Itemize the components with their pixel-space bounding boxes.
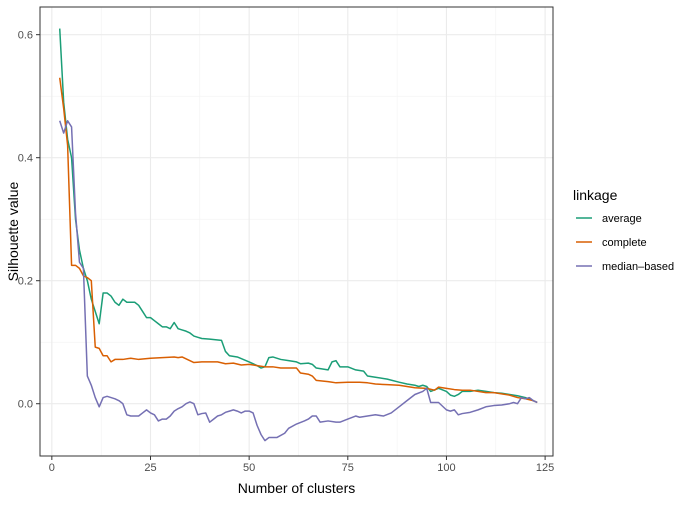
legend-items: average complete median–based bbox=[576, 213, 674, 273]
series-line-0 bbox=[58, 28, 538, 404]
legend-title: linkage bbox=[573, 187, 618, 203]
y-tick-label: 0.2 bbox=[18, 276, 33, 288]
legend: linkage average complete median–based bbox=[573, 187, 674, 273]
major-grid bbox=[40, 7, 553, 456]
x-tick-label: 0 bbox=[49, 462, 55, 474]
plot-panel-border bbox=[39, 6, 554, 457]
y-axis-title: Silhouette value bbox=[5, 181, 21, 281]
legend-label: average bbox=[602, 213, 642, 225]
x-tick-label: 25 bbox=[144, 462, 156, 474]
x-axis: 0 25 50 75 100 125 bbox=[49, 456, 554, 474]
legend-label: median–based bbox=[602, 261, 674, 273]
y-tick-label: 0.4 bbox=[18, 153, 33, 165]
y-tick-label: 0.0 bbox=[18, 399, 33, 411]
series-line-1 bbox=[58, 77, 538, 404]
legend-item: complete bbox=[576, 237, 647, 249]
series-line-2 bbox=[59, 120, 538, 442]
x-tick-label: 50 bbox=[243, 462, 255, 474]
x-tick-label: 125 bbox=[536, 462, 554, 474]
x-axis-title: Number of clusters bbox=[238, 480, 355, 496]
legend-item: median–based bbox=[576, 261, 674, 273]
y-axis: 0.0 0.2 0.4 0.6 bbox=[18, 30, 40, 411]
y-tick-label: 0.6 bbox=[18, 30, 33, 42]
series-layer bbox=[58, 28, 538, 442]
legend-label: complete bbox=[602, 237, 647, 249]
x-tick-label: 100 bbox=[437, 462, 455, 474]
x-tick-label: 75 bbox=[342, 462, 354, 474]
minor-grid bbox=[40, 7, 553, 456]
legend-item: average bbox=[576, 213, 642, 225]
